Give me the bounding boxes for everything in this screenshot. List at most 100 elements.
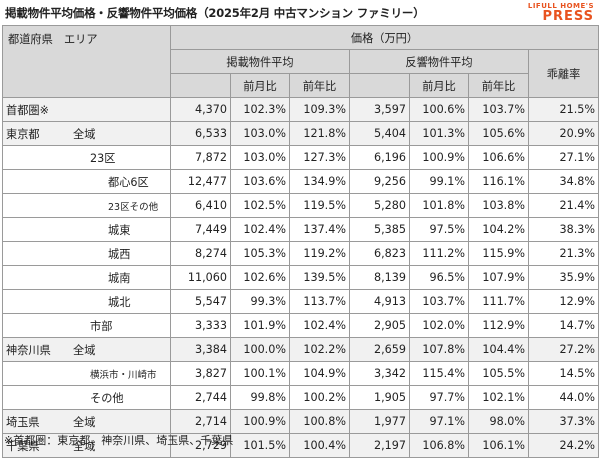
page-title: 掲載物件平均価格・反響物件平均価格（2025年2月 中古マンション ファミリー） — [5, 6, 425, 20]
table-row: 横浜市・川崎市 3,827 100.1% 104.9% 3,342 115.4% 105.5… — [2, 361, 599, 386]
value-cell-inq-yoy: 104.4% — [468, 337, 529, 362]
table-row: 23区 7,872 103.0% 127.3% 6,196 100.9% 106.6% 27.… — [2, 145, 599, 170]
value-cell-listed: 11,060 — [170, 265, 231, 290]
value-cell-inq-mom: 99.1% — [409, 169, 469, 194]
subarea-label: 23区 — [90, 151, 116, 165]
header-inquiry-mom: 前月比 — [409, 73, 469, 98]
value-cell-listed-mom: 100.1% — [230, 361, 290, 386]
value-cell-gap: 21.5% — [528, 97, 599, 122]
table-row: 城東 7,449 102.4% 137.4% 5,385 97.5% 104.2% 38.3% — [2, 217, 599, 242]
area-cell: 23区その他 — [2, 193, 171, 218]
table-row: 城西 8,274 105.3% 119.2% 6,823 111.2% 115.9% 21.3… — [2, 241, 599, 266]
value-cell-listed-yoy: 139.5% — [289, 265, 350, 290]
value-cell-gap: 21.3% — [528, 241, 599, 266]
region-label: 神奈川県 — [6, 343, 51, 357]
value-cell-inq: 1,977 — [349, 409, 410, 434]
value-cell-listed-yoy: 113.7% — [289, 289, 350, 314]
logo-big-text: PRESS — [542, 9, 594, 24]
table-header-row-2: 掲載物件平均 反響物件平均 乖離率 — [3, 49, 599, 98]
value-cell-gap: 24.2% — [528, 433, 599, 458]
value-cell-listed: 8,274 — [170, 241, 231, 266]
value-cell-inq-yoy: 106.1% — [468, 433, 529, 458]
value-cell-gap: 12.9% — [528, 289, 599, 314]
table-row: 都心6区 12,477 103.6% 134.9% 9,256 99.1% 116.1% 34… — [2, 169, 599, 194]
table-header-row-1: 都道府県 エリア 価格（万円） — [2, 25, 599, 98]
header-listed: 掲載物件平均 — [170, 49, 350, 74]
value-cell-inq-yoy: 107.9% — [468, 265, 529, 290]
subarea-label: 全域 — [73, 343, 96, 357]
header-inquiry: 反響物件平均 — [349, 49, 529, 74]
value-cell-gap: 38.3% — [528, 217, 599, 242]
value-cell-inq: 5,404 — [349, 121, 410, 146]
value-cell-gap: 35.9% — [528, 265, 599, 290]
value-cell-listed-yoy: 119.2% — [289, 241, 350, 266]
area-cell: 城西 — [2, 241, 171, 266]
value-cell-inq-yoy: 106.6% — [468, 145, 529, 170]
price-table: 都道府県 エリア 価格（万円） 掲載物件平均 反響物件平均 乖離率 前月比 前年… — [2, 25, 599, 458]
value-cell-listed: 6,410 — [170, 193, 231, 218]
header-inquiry-blank — [349, 73, 410, 98]
value-cell-listed-yoy: 127.3% — [289, 145, 350, 170]
value-cell-listed: 2,714 — [170, 409, 231, 434]
area-cell: 城東 — [2, 217, 171, 242]
page-header: 掲載物件平均価格・反響物件平均価格（2025年2月 中古マンション ファミリー）… — [0, 0, 600, 24]
value-cell-inq: 3,597 — [349, 97, 410, 122]
value-cell-listed-yoy: 100.4% — [289, 433, 350, 458]
value-cell-listed: 6,533 — [170, 121, 231, 146]
value-cell-inq: 4,913 — [349, 289, 410, 314]
area-cell: 埼玉県 全域 — [2, 409, 171, 434]
value-cell-inq-mom: 101.8% — [409, 193, 469, 218]
value-cell-listed-mom: 100.9% — [230, 409, 290, 434]
table-row: 首都圏※ 4,370 102.3% 109.3% 3,597 100.6% 103.7% 21… — [2, 97, 599, 122]
value-cell-inq: 3,342 — [349, 361, 410, 386]
value-cell-listed-mom: 103.0% — [230, 145, 290, 170]
area-cell: 城北 — [2, 289, 171, 314]
footnote: ※首都圏：東京都、神奈川県、埼玉県、千葉県 — [4, 434, 234, 447]
subarea-label: 横浜市・川崎市 — [90, 369, 157, 381]
value-cell-listed: 7,872 — [170, 145, 231, 170]
table-row: 城北 5,547 99.3% 113.7% 4,913 103.7% 111.7% 12.9% — [2, 289, 599, 314]
value-cell-gap: 14.7% — [528, 313, 599, 338]
value-cell-inq-yoy: 104.2% — [468, 217, 529, 242]
region-label: 東京都 — [6, 127, 40, 141]
value-cell-listed: 3,333 — [170, 313, 231, 338]
subarea-label: 城東 — [108, 223, 131, 237]
value-cell-inq-mom: 101.3% — [409, 121, 469, 146]
subarea-label: 都心6区 — [108, 175, 149, 189]
value-cell-inq-yoy: 103.7% — [468, 97, 529, 122]
region-label: 首都圏※ — [6, 103, 49, 117]
value-cell-inq-yoy: 98.0% — [468, 409, 529, 434]
area-cell: 首都圏※ — [2, 97, 171, 122]
table-row: 東京都 全域 6,533 103.0% 121.8% 5,404 101.3% 105.6% 2… — [2, 121, 599, 146]
value-cell-gap: 27.1% — [528, 145, 599, 170]
area-cell: 城南 — [2, 265, 171, 290]
table-row: その他 2,744 99.8% 100.2% 1,905 97.7% 102.1% 44.0% — [2, 385, 599, 410]
value-cell-inq-mom: 106.8% — [409, 433, 469, 458]
value-cell-listed-yoy: 137.4% — [289, 217, 350, 242]
value-cell-inq-mom: 100.9% — [409, 145, 469, 170]
subarea-label: 市部 — [90, 319, 113, 333]
value-cell-listed-mom: 100.0% — [230, 337, 290, 362]
value-cell-gap: 37.3% — [528, 409, 599, 434]
value-cell-listed-mom: 102.6% — [230, 265, 290, 290]
value-cell-inq-yoy: 105.5% — [468, 361, 529, 386]
subarea-label: 城北 — [108, 295, 131, 309]
value-cell-listed-mom: 102.5% — [230, 193, 290, 218]
value-cell-inq: 5,280 — [349, 193, 410, 218]
value-cell-listed-mom: 101.5% — [230, 433, 290, 458]
value-cell-inq-mom: 115.4% — [409, 361, 469, 386]
value-cell-inq-mom: 103.7% — [409, 289, 469, 314]
value-cell-listed-yoy: 102.4% — [289, 313, 350, 338]
value-cell-listed: 5,547 — [170, 289, 231, 314]
table-row: 城南 11,060 102.6% 139.5% 8,139 96.5% 107.9% 35.9… — [2, 265, 599, 290]
value-cell-inq-yoy: 112.9% — [468, 313, 529, 338]
value-cell-inq: 8,139 — [349, 265, 410, 290]
subarea-label: 全域 — [73, 127, 96, 141]
area-cell: 都心6区 — [2, 169, 171, 194]
header-listed-blank — [170, 73, 231, 98]
value-cell-listed-mom: 103.6% — [230, 169, 290, 194]
value-cell-gap: 20.9% — [528, 121, 599, 146]
value-cell-inq: 2,905 — [349, 313, 410, 338]
value-cell-listed-mom: 105.3% — [230, 241, 290, 266]
area-cell: 東京都 全域 — [2, 121, 171, 146]
